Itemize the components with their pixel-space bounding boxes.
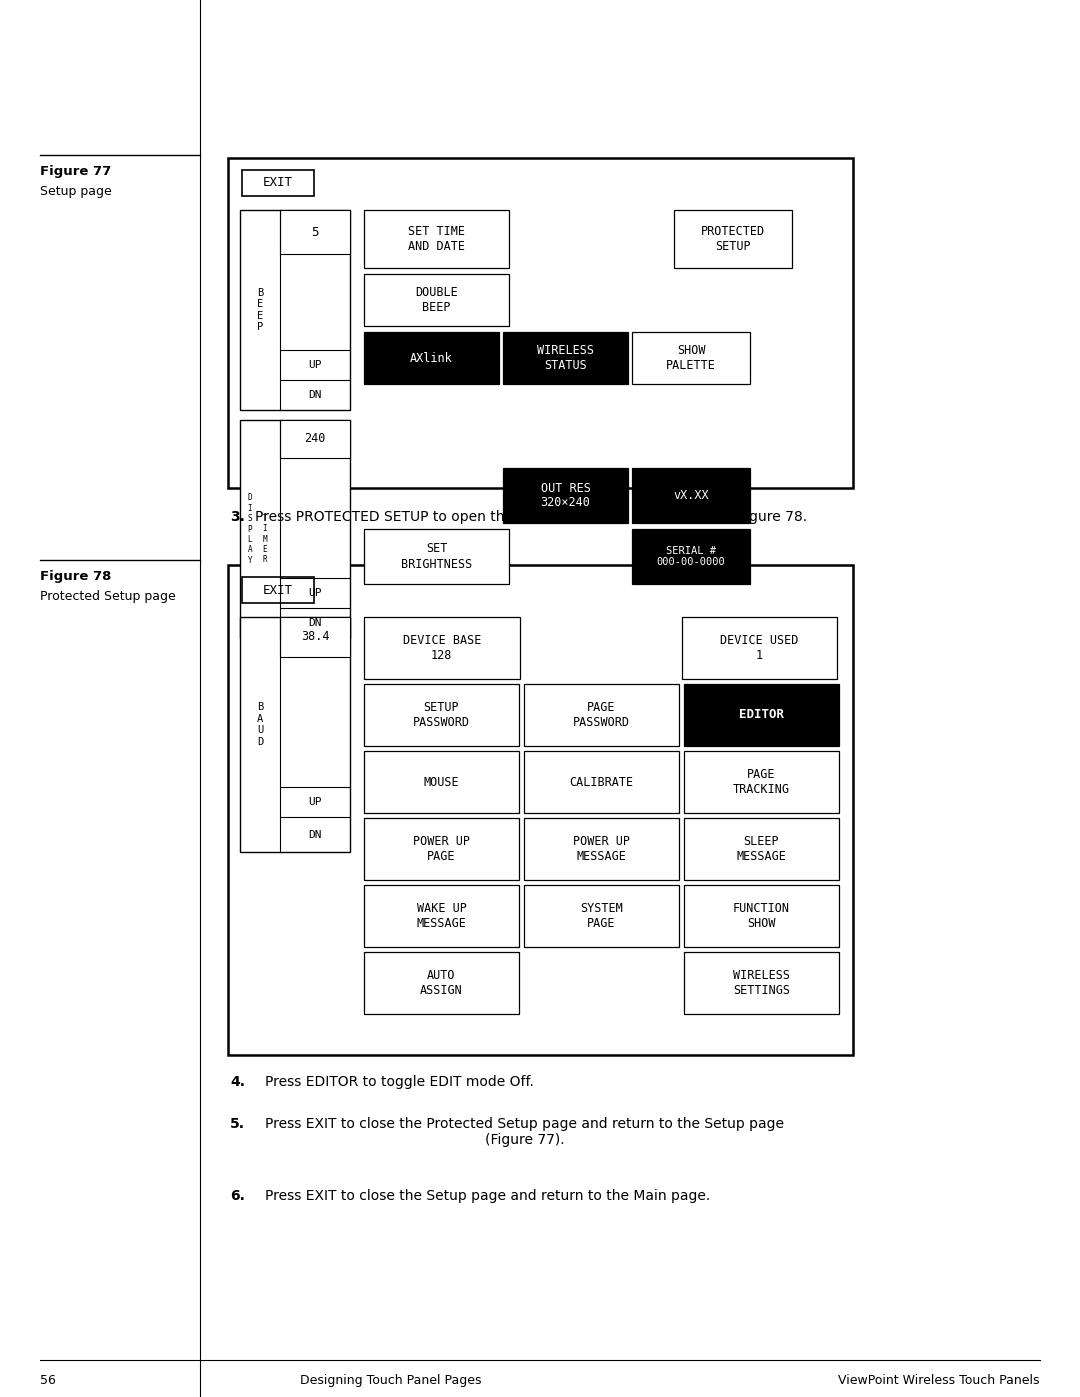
Text: EDITOR: EDITOR bbox=[739, 708, 784, 721]
Bar bbox=[364, 332, 499, 384]
Text: WIRELESS
STATUS: WIRELESS STATUS bbox=[537, 344, 594, 372]
Text: POWER UP
MESSAGE: POWER UP MESSAGE bbox=[573, 835, 630, 863]
Text: WAKE UP
MESSAGE: WAKE UP MESSAGE bbox=[417, 902, 467, 930]
Bar bbox=[524, 886, 679, 947]
Text: 240: 240 bbox=[305, 433, 326, 446]
Bar bbox=[280, 210, 350, 254]
Bar bbox=[364, 529, 509, 584]
Bar bbox=[228, 564, 853, 1055]
Bar bbox=[280, 420, 350, 458]
Bar bbox=[524, 819, 679, 880]
Text: Press EXIT to close the Protected Setup page and return to the Setup page
(Figur: Press EXIT to close the Protected Setup … bbox=[265, 1118, 784, 1147]
Bar bbox=[684, 685, 839, 746]
Bar bbox=[674, 210, 792, 268]
Text: OUT RES
320×240: OUT RES 320×240 bbox=[541, 482, 591, 510]
Text: D
I
S
P
L
A
Y: D I S P L A Y bbox=[247, 493, 253, 564]
Text: SET
BRIGHTNESS: SET BRIGHTNESS bbox=[401, 542, 472, 570]
Text: DEVICE BASE
128: DEVICE BASE 128 bbox=[403, 634, 481, 662]
Text: 3.: 3. bbox=[230, 510, 245, 524]
Bar bbox=[280, 617, 350, 657]
Text: DEVICE USED
1: DEVICE USED 1 bbox=[720, 634, 798, 662]
Text: 6.: 6. bbox=[230, 1189, 245, 1203]
Text: B
A
U
D: B A U D bbox=[257, 703, 264, 747]
Bar bbox=[684, 819, 839, 880]
Bar bbox=[364, 752, 519, 813]
Text: POWER UP
PAGE: POWER UP PAGE bbox=[413, 835, 470, 863]
Bar bbox=[364, 886, 519, 947]
Text: SLEEP
MESSAGE: SLEEP MESSAGE bbox=[737, 835, 786, 863]
Text: DN: DN bbox=[308, 390, 322, 400]
Text: PAGE
TRACKING: PAGE TRACKING bbox=[733, 768, 789, 796]
Text: 38.4: 38.4 bbox=[300, 630, 329, 644]
Text: DN: DN bbox=[308, 617, 322, 629]
Text: SET TIME
AND DATE: SET TIME AND DATE bbox=[408, 225, 465, 253]
Bar bbox=[228, 158, 853, 488]
Bar bbox=[503, 468, 627, 522]
Text: 4.: 4. bbox=[230, 1076, 245, 1090]
Text: T
I
M
E
R: T I M E R bbox=[262, 514, 268, 564]
Bar bbox=[681, 617, 837, 679]
Text: PROTECTED
SETUP: PROTECTED SETUP bbox=[701, 225, 765, 253]
Text: SHOW
PALETTE: SHOW PALETTE bbox=[666, 344, 716, 372]
Bar bbox=[524, 752, 679, 813]
Text: UP: UP bbox=[308, 798, 322, 807]
Bar bbox=[684, 886, 839, 947]
Bar bbox=[503, 332, 627, 384]
Text: Designing Touch Panel Pages: Designing Touch Panel Pages bbox=[300, 1375, 482, 1387]
Text: SETUP
PASSWORD: SETUP PASSWORD bbox=[413, 701, 470, 729]
Bar bbox=[364, 210, 509, 268]
Text: MOUSE: MOUSE bbox=[423, 775, 459, 788]
Bar bbox=[242, 577, 314, 604]
Text: 56: 56 bbox=[40, 1375, 56, 1387]
Text: WIRELESS
SETTINGS: WIRELESS SETTINGS bbox=[733, 970, 789, 997]
Text: SERIAL #
000-00-0000: SERIAL # 000-00-0000 bbox=[657, 546, 726, 567]
Bar bbox=[364, 274, 509, 326]
Bar bbox=[364, 685, 519, 746]
Bar bbox=[240, 210, 350, 409]
Text: UP: UP bbox=[308, 588, 322, 598]
Text: B
E
E
P: B E E P bbox=[257, 288, 264, 332]
Text: PAGE
PASSWORD: PAGE PASSWORD bbox=[573, 701, 630, 729]
Bar bbox=[524, 685, 679, 746]
Text: AXlink: AXlink bbox=[410, 352, 453, 365]
Text: Figure 78: Figure 78 bbox=[40, 570, 111, 583]
Text: 5: 5 bbox=[311, 225, 319, 239]
Text: FUNCTION
SHOW: FUNCTION SHOW bbox=[733, 902, 789, 930]
Bar bbox=[632, 529, 750, 584]
Text: CALIBRATE: CALIBRATE bbox=[569, 775, 634, 788]
Text: Figure 77: Figure 77 bbox=[40, 165, 111, 177]
Text: ViewPoint Wireless Touch Panels: ViewPoint Wireless Touch Panels bbox=[838, 1375, 1040, 1387]
Text: DOUBLE
BEEP: DOUBLE BEEP bbox=[415, 286, 458, 314]
Bar bbox=[240, 617, 350, 852]
Text: Press PROTECTED SETUP to open the Protected Setup page shown in Figure 78.: Press PROTECTED SETUP to open the Protec… bbox=[255, 510, 807, 524]
Text: Press EDITOR to toggle EDIT mode Off.: Press EDITOR to toggle EDIT mode Off. bbox=[265, 1076, 534, 1090]
Text: EXIT: EXIT bbox=[264, 176, 293, 190]
Bar bbox=[364, 617, 519, 679]
Text: SYSTEM
PAGE: SYSTEM PAGE bbox=[580, 902, 623, 930]
Bar bbox=[632, 468, 750, 522]
Text: Press EXIT to close the Setup page and return to the Main page.: Press EXIT to close the Setup page and r… bbox=[265, 1189, 711, 1203]
Bar bbox=[364, 819, 519, 880]
Text: 5.: 5. bbox=[230, 1118, 245, 1132]
Text: AUTO
ASSIGN: AUTO ASSIGN bbox=[420, 970, 463, 997]
Text: Setup page: Setup page bbox=[40, 184, 111, 198]
Bar bbox=[240, 420, 350, 638]
Text: Protected Setup page: Protected Setup page bbox=[40, 590, 176, 604]
Bar bbox=[242, 170, 314, 196]
Bar bbox=[684, 951, 839, 1014]
Bar bbox=[632, 332, 750, 384]
Text: DN: DN bbox=[308, 830, 322, 840]
Text: UP: UP bbox=[308, 360, 322, 370]
Text: EXIT: EXIT bbox=[264, 584, 293, 597]
Bar bbox=[684, 752, 839, 813]
Text: vX.XX: vX.XX bbox=[673, 489, 708, 502]
Bar bbox=[364, 951, 519, 1014]
